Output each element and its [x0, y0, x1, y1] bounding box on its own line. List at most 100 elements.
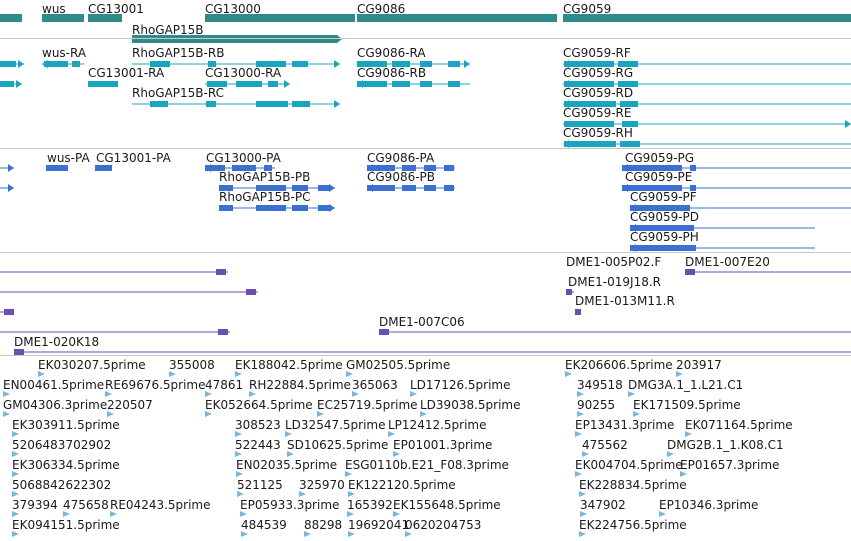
- protein-label[interactable]: CG9059-PD: [630, 210, 700, 224]
- protein-exon[interactable]: [402, 165, 416, 171]
- est-feature[interactable]: [582, 451, 589, 457]
- protein-arrow[interactable]: [205, 164, 211, 172]
- protein-exon[interactable]: [424, 165, 436, 171]
- est-label[interactable]: 203917: [676, 358, 722, 372]
- transcript-exon[interactable]: [448, 81, 460, 87]
- est-label[interactable]: DMG2B.1_1.K08.C1: [667, 438, 784, 452]
- gene-label[interactable]: CG9086: [357, 2, 406, 16]
- transcript-exon[interactable]: [256, 101, 288, 107]
- clone-label[interactable]: DME1-005P02.F: [566, 255, 662, 269]
- gene-feature[interactable]: [357, 14, 557, 22]
- gene-label[interactable]: CG13001: [88, 2, 144, 16]
- est-feature[interactable]: [575, 431, 582, 437]
- transcript-exon[interactable]: [0, 81, 14, 87]
- transcript-label[interactable]: CG9086-RB: [357, 66, 427, 80]
- est-label[interactable]: RH22884.5prime: [249, 378, 351, 392]
- est-label[interactable]: LD17126.5prime: [410, 378, 511, 392]
- est-feature[interactable]: [680, 471, 687, 477]
- est-feature[interactable]: [241, 531, 248, 537]
- protein-exon[interactable]: [232, 165, 256, 171]
- protein-exon[interactable]: [444, 185, 454, 191]
- clone-label[interactable]: DME1-020K18: [14, 335, 100, 349]
- est-feature[interactable]: [352, 391, 359, 397]
- transcript-exon[interactable]: [564, 81, 614, 87]
- protein-arrow[interactable]: [630, 224, 636, 232]
- est-label[interactable]: EK071164.5prime: [685, 418, 793, 432]
- transcript-exon[interactable]: [392, 81, 410, 87]
- transcript-arrow[interactable]: [334, 60, 340, 68]
- transcript-arrow[interactable]: [464, 60, 470, 68]
- protein-label[interactable]: CG13000-PA: [206, 151, 281, 165]
- clone-exon[interactable]: [218, 329, 228, 335]
- protein-arrow[interactable]: [8, 184, 14, 192]
- est-label[interactable]: EK306334.5prime: [12, 458, 120, 472]
- est-label[interactable]: EK171509.5prime: [633, 398, 741, 412]
- est-feature[interactable]: [405, 531, 412, 537]
- est-label[interactable]: GM02505.5prime: [346, 358, 451, 372]
- est-label[interactable]: 365063: [352, 378, 398, 392]
- protein-exon[interactable]: [622, 165, 682, 171]
- transcript-exon[interactable]: [618, 61, 638, 67]
- protein-exon[interactable]: [264, 165, 272, 171]
- transcript-exon[interactable]: [620, 141, 640, 147]
- est-label[interactable]: RE69676.5prime: [105, 378, 206, 392]
- protein-exon[interactable]: [95, 165, 112, 171]
- est-feature[interactable]: [299, 491, 306, 497]
- transcript-arrow[interactable]: [334, 100, 340, 108]
- protein-label[interactable]: CG9086-PA: [367, 151, 435, 165]
- est-label[interactable]: 165392: [347, 498, 393, 512]
- transcript-exon[interactable]: [357, 81, 387, 87]
- est-feature[interactable]: [235, 371, 242, 377]
- est-feature[interactable]: [393, 511, 400, 517]
- est-feature[interactable]: [420, 411, 427, 417]
- est-label[interactable]: LP12412.5prime: [388, 418, 487, 432]
- transcript-label[interactable]: CG9086-RA: [357, 46, 426, 60]
- protein-exon[interactable]: [690, 185, 696, 191]
- est-feature[interactable]: [317, 411, 324, 417]
- protein-exon[interactable]: [318, 205, 330, 211]
- transcript-exon[interactable]: [564, 61, 614, 67]
- est-feature[interactable]: [348, 491, 355, 497]
- protein-label[interactable]: CG9059-PH: [630, 230, 699, 244]
- est-label[interactable]: RE04243.5prime: [110, 498, 211, 512]
- protein-exon[interactable]: [256, 205, 286, 211]
- protein-label[interactable]: CG9086-PB: [367, 170, 436, 184]
- est-feature[interactable]: [676, 371, 683, 377]
- est-label[interactable]: EC25719.5prime: [317, 398, 418, 412]
- est-feature[interactable]: [105, 391, 112, 397]
- transcript-label[interactable]: RhoGAP15B-RC: [132, 86, 224, 100]
- est-label[interactable]: 47861: [205, 378, 244, 392]
- est-label[interactable]: EN00461.5prime: [3, 378, 105, 392]
- protein-exon[interactable]: [292, 205, 308, 211]
- est-feature[interactable]: [3, 411, 10, 417]
- clone-exon[interactable]: [4, 309, 14, 315]
- est-label[interactable]: 325970: [299, 478, 345, 492]
- est-feature[interactable]: [12, 491, 19, 497]
- est-feature[interactable]: [579, 531, 586, 537]
- transcript-exon[interactable]: [292, 101, 310, 107]
- transcript-label[interactable]: CG9059-RD: [563, 86, 634, 100]
- protein-exon[interactable]: [46, 165, 68, 171]
- est-label[interactable]: EP05933.3prime: [240, 498, 340, 512]
- est-label[interactable]: 484539: [241, 518, 287, 532]
- est-feature[interactable]: [285, 431, 292, 437]
- est-feature[interactable]: [565, 371, 572, 377]
- transcript-label[interactable]: RhoGAP15B-RB: [132, 46, 225, 60]
- gene-feature[interactable]: [42, 14, 84, 22]
- transcript-exon[interactable]: [620, 101, 638, 107]
- protein-exon[interactable]: [318, 185, 330, 191]
- est-label[interactable]: EK030207.5prime: [38, 358, 146, 372]
- protein-arrow[interactable]: [622, 184, 628, 192]
- est-label[interactable]: EP10346.3prime: [659, 498, 759, 512]
- gene-feature[interactable]: [205, 14, 355, 22]
- protein-arrow[interactable]: [329, 204, 335, 212]
- est-feature[interactable]: [38, 371, 45, 377]
- protein-exon[interactable]: [424, 185, 436, 191]
- est-label[interactable]: 0620204753: [405, 518, 482, 532]
- clone-label[interactable]: DME1-007C06: [379, 315, 465, 329]
- est-feature[interactable]: [236, 471, 243, 477]
- transcript-exon[interactable]: [622, 121, 638, 127]
- protein-exon[interactable]: [444, 165, 454, 171]
- est-label[interactable]: EK004704.5prime: [575, 458, 683, 472]
- protein-arrow[interactable]: [630, 244, 636, 252]
